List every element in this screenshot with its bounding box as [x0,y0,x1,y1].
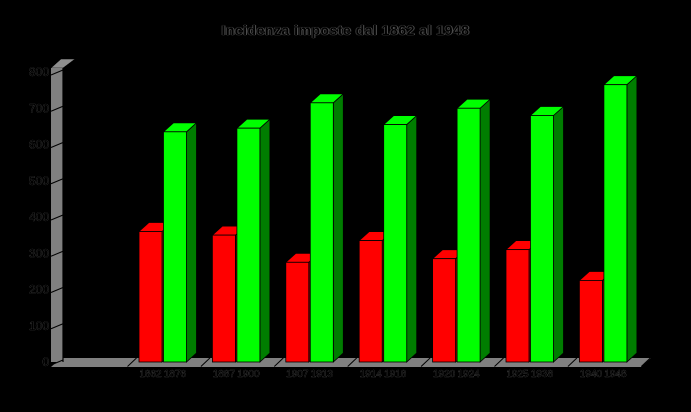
x-axis-label: 1876 [164,369,187,380]
x-tick [494,357,504,367]
x-axis-label: 1938 [531,369,554,380]
bar-front [236,127,261,363]
bar-side [332,92,344,363]
y-tick [50,323,64,330]
chart-title: Incidenza imposte dal 1862 al 1948 [221,22,470,38]
y-axis-label: 0 [42,355,49,369]
y-axis-label: 400 [29,210,49,224]
bar-front [138,231,163,363]
y-axis-label: 200 [29,283,49,297]
bar-side [553,105,564,363]
x-axis-label: 1925 [506,369,529,380]
bar-side [406,114,418,363]
y-axis-label: 300 [29,246,49,260]
y-tick [50,178,64,185]
bar-side [626,74,638,363]
bar-1924 [456,98,492,363]
y-tick [50,142,64,148]
x-axis-label: 1907 [286,369,309,380]
bar-1876 [162,121,198,363]
bar-1938 [529,105,565,363]
bar-1918 [382,114,418,363]
x-axis-label: 1918 [384,369,407,380]
bar-side [186,121,197,363]
bar-side [259,118,271,363]
bar-front [456,107,481,363]
bar-front [163,131,187,363]
x-tick [567,357,578,367]
x-axis-label: 1862 [139,369,162,380]
bar-front [505,249,530,363]
bar-front [211,234,236,363]
bar-front [309,102,334,363]
bar-front [579,280,603,363]
x-tick [640,357,651,367]
y-tick [50,250,64,257]
y-tick [50,287,64,293]
y-tick [50,214,64,221]
y-axis-label: 600 [29,138,49,152]
bar-front [383,124,408,363]
x-axis-label: 1924 [457,369,480,380]
bar-side [479,98,491,363]
y-tick [50,359,64,366]
x-tick [200,357,211,367]
bar-front [530,115,554,363]
y-axis-label: 700 [29,101,49,115]
x-axis-label: 1948 [604,369,627,380]
x-axis-label: 1940 [580,369,603,380]
y-axis-label: 500 [29,174,49,188]
x-axis-label: 1914 [360,369,383,380]
x-axis-label: 1887 [213,369,236,380]
axis-wall [51,68,63,362]
y-axis-label: 100 [29,319,49,333]
x-axis-label: 1920 [433,369,456,380]
x-axis-label: 1900 [237,369,260,380]
y-axis-label: 800 [29,65,49,79]
x-tick [127,357,137,367]
x-tick [273,357,284,367]
y-tick [50,69,64,76]
y-tick [50,105,64,112]
bar-front [358,240,383,363]
x-tick [347,357,358,367]
bar-1900 [235,118,271,363]
bar-front [432,258,457,363]
x-tick [420,357,431,367]
bar-1913 [309,92,345,363]
bar-front [285,261,310,363]
bar-front [603,84,628,363]
axis-wall-top [50,58,76,69]
x-axis-label: 1913 [311,369,334,380]
bar-1948 [602,74,638,363]
